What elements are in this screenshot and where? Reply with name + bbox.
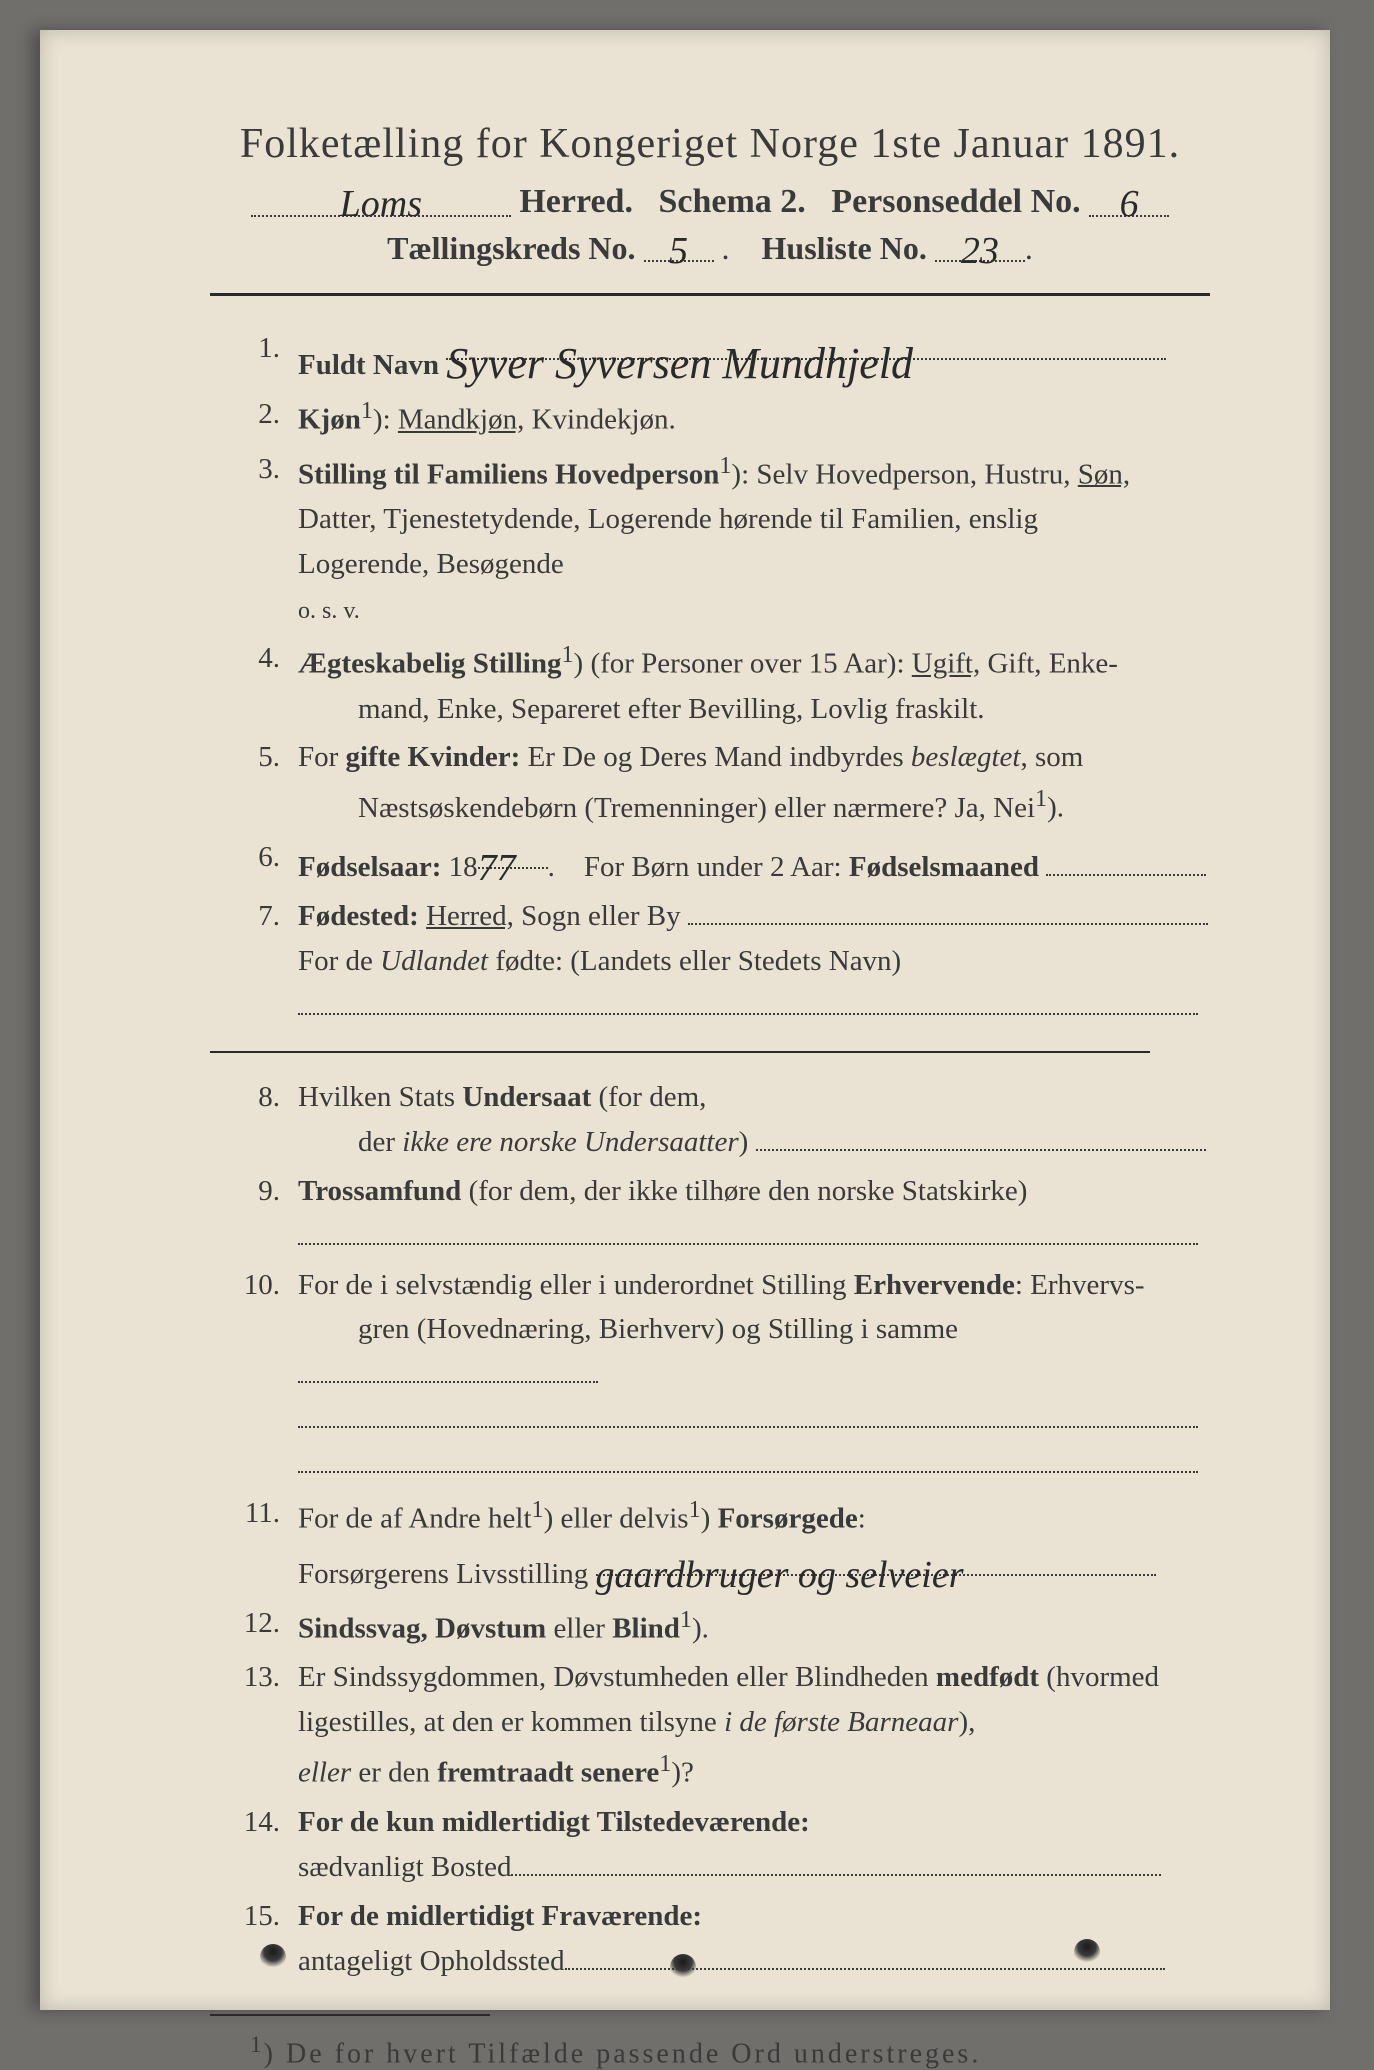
q1-label: Fuldt Navn xyxy=(298,349,439,381)
personseddel-value: 6 xyxy=(1120,183,1139,225)
field-6: 6. Fødselsaar: 1877. For Børn under 2 Aa… xyxy=(210,835,1210,890)
herred-value: Loms xyxy=(340,183,422,225)
header-line-1: Loms Herred. Schema 2. Personseddel No. … xyxy=(210,178,1210,221)
kreds-label: Tællingskreds No. xyxy=(387,230,635,266)
q1-value: Syver Syversen Mundhjeld xyxy=(446,339,913,388)
kreds-value: 5 xyxy=(669,230,688,272)
section-divider-1 xyxy=(210,1051,1150,1053)
page-title: Folketælling for Kongeriget Norge 1ste J… xyxy=(210,120,1210,168)
field-13: 13. Er Sindssygdommen, Døvstumheden elle… xyxy=(210,1655,1210,1795)
q2-label: Kjøn xyxy=(298,404,361,436)
page-damage-icon xyxy=(670,1954,696,1980)
q3-label: Stilling til Familiens Hovedperson xyxy=(298,458,719,490)
census-form-page: Folketælling for Kongeriget Norge 1ste J… xyxy=(40,30,1330,2010)
field-15: 15. For de midlertidigt Fraværende: anta… xyxy=(210,1894,1210,1984)
field-10: 10. For de i selvstændig eller i underor… xyxy=(210,1263,1210,1488)
field-3: 3. Stilling til Familiens Hovedperson1):… xyxy=(210,447,1210,632)
field-1: 1. Fuldt Navn Syver Syversen Mundhjeld xyxy=(210,326,1210,388)
husliste-value: 23 xyxy=(961,230,999,272)
schema-label: Schema 2. xyxy=(658,183,805,220)
q6-year: 77 xyxy=(478,847,516,889)
herred-label: Herred. xyxy=(519,183,633,220)
header-line-2: Tællingskreds No. 5 . Husliste No. 23. xyxy=(210,225,1210,267)
field-4: 4. Ægteskabelig Stilling1) (for Personer… xyxy=(210,636,1210,732)
field-8: 8. Hvilken Stats Undersaat (for dem, der… xyxy=(210,1075,1210,1165)
q2-opt2: Kvindekjøn. xyxy=(532,404,676,436)
page-damage-icon xyxy=(260,1944,286,1970)
footnote-rule xyxy=(210,2014,490,2016)
field-14: 14. For de kun midlertidigt Tilstedevære… xyxy=(210,1800,1210,1890)
personseddel-label: Personseddel No. xyxy=(831,183,1080,220)
field-5: 5. For gifte Kvinder: Er De og Deres Man… xyxy=(210,735,1210,831)
footnote: 1) De for hvert Tilfælde passende Ord un… xyxy=(210,2032,1210,2070)
field-12: 12. Sindssvag, Døvstum eller Blind1). xyxy=(210,1601,1210,1652)
field-7: 7. Fødested: Herred, Sogn eller By For d… xyxy=(210,894,1210,1029)
q2-opt1: Mandkjøn, xyxy=(398,404,524,436)
q11-value: gaardbruger og selveier xyxy=(596,1554,964,1596)
q4-label: Ægteskabelig Stilling xyxy=(298,648,561,680)
page-damage-icon xyxy=(1074,1939,1100,1965)
divider xyxy=(210,293,1210,296)
field-9: 9. Trossamfund (for dem, der ikke tilhør… xyxy=(210,1169,1210,1259)
field-2: 2. Kjøn1): Mandkjøn, Kvindekjøn. xyxy=(210,392,1210,443)
field-11: 11. For de af Andre helt1) eller delvis1… xyxy=(210,1491,1210,1597)
husliste-label: Husliste No. xyxy=(762,230,927,266)
